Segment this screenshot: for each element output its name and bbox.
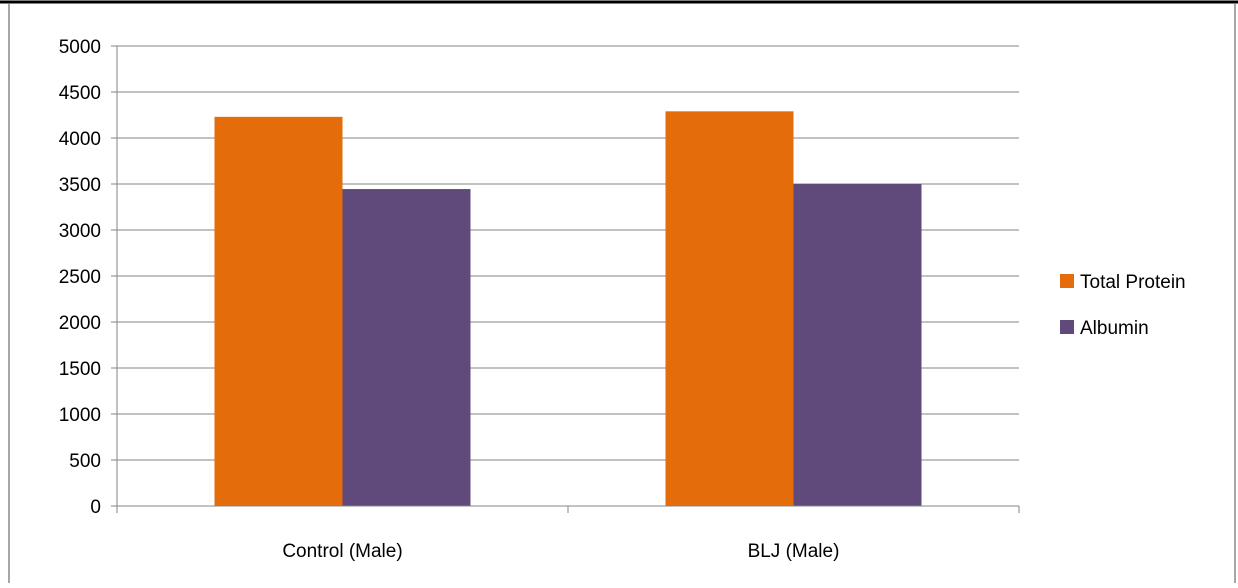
bars [214,111,922,506]
y-tick-label: 2000 [59,313,101,334]
y-tick-label: 0 [90,497,101,518]
bar-albumin [342,189,471,506]
y-tick-label: 3500 [59,175,101,196]
legend: Total Protein Albumin [1060,272,1186,339]
legend-swatch [1060,274,1074,288]
legend-label: Total Protein [1080,272,1186,293]
y-tick-label: 4500 [59,83,101,104]
bar-albumin [793,184,922,506]
y-tick-label: 2500 [59,267,101,288]
y-tick-label: 3000 [59,221,101,242]
bar-total-protein [214,116,343,506]
legend-label: Albumin [1080,318,1149,339]
y-tick-label: 500 [69,451,101,472]
x-tick-label: BLJ (Male) [748,541,840,562]
x-axis-tick-labels: Control (Male) BLJ (Male) [282,541,839,562]
y-axis-tick-labels: 0 500 1000 1500 2000 2500 3000 3500 4000 4500 5000 [59,37,101,518]
x-tick-label: Control (Male) [282,541,402,562]
legend-swatch [1060,320,1074,334]
y-tick-label: 1500 [59,359,101,380]
y-tick-label: 5000 [59,37,101,58]
bar-total-protein [665,111,794,506]
axes [111,45,1020,513]
y-tick-label: 4000 [59,129,101,150]
y-tick-label: 1000 [59,405,101,426]
